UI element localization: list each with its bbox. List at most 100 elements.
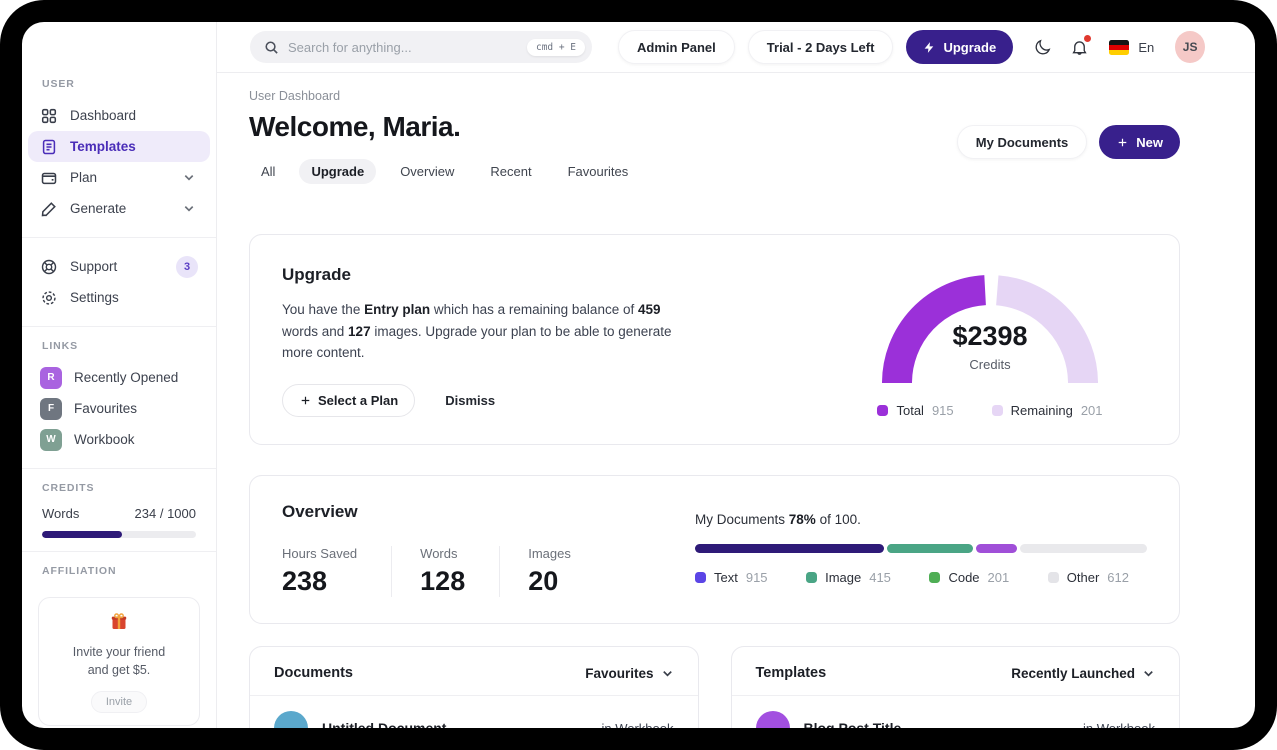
sidebar-item-label: Workbook — [74, 432, 135, 447]
page-content: User Dashboard Welcome, Maria. All Upgra… — [217, 73, 1255, 728]
chevron-down-icon — [184, 206, 194, 212]
bell-icon — [1072, 40, 1087, 55]
gauge-center-value: $2398 — [952, 321, 1028, 351]
document-row-title: Untitled Document — [322, 720, 447, 728]
notification-dot — [1083, 35, 1091, 42]
stacked-bar-segment — [887, 544, 973, 553]
sidebar-divider — [22, 326, 216, 327]
notifications-button[interactable] — [1070, 35, 1091, 58]
overview-card: Overview Hours Saved 238 Words 128 Image… — [249, 475, 1180, 624]
sidebar-item-plan[interactable]: Plan — [28, 162, 210, 193]
gauge-center-label: Credits — [969, 357, 1011, 372]
stacked-bar-title: My Documents 78% of 100. — [695, 512, 861, 527]
app-window: USER Dashboard Templates Plan Generate S… — [22, 22, 1255, 728]
template-row-title: Blog Post Title — [803, 720, 902, 728]
sidebar-item-label: Recently Opened — [74, 370, 179, 385]
overview-card-title: Overview — [282, 502, 358, 521]
breadcrumb: User Dashboard — [249, 89, 341, 103]
search-input[interactable]: Search for anything... cmd + E — [250, 31, 593, 63]
sidebar-item-label: Plan — [70, 170, 98, 185]
upgrade-card-title: Upgrade — [282, 265, 351, 284]
credits-label: Words — [42, 506, 80, 521]
tab-bar: All Upgrade Overview Recent Favourites — [249, 159, 640, 184]
templates-card-title: Templates — [755, 665, 827, 681]
documents-card-title: Documents — [274, 665, 353, 681]
sidebar-section-user: USER — [42, 78, 75, 90]
invite-button[interactable]: Invite — [90, 691, 148, 714]
link-badge: R — [40, 366, 62, 389]
upgrade-card: Upgrade You have the Entry plan which ha… — [249, 234, 1180, 445]
templates-card: Templates Recently Launched Blog Post Ti… — [730, 646, 1180, 728]
dismiss-button[interactable]: Dismiss — [445, 392, 496, 408]
sidebar-section-credits: CREDITS — [42, 482, 95, 494]
documents-filter-dropdown[interactable]: Favourites — [585, 666, 673, 681]
sidebar-item-dashboard[interactable]: Dashboard — [28, 100, 210, 131]
credits-progress-fill — [42, 531, 123, 538]
admin-panel-button[interactable]: Admin Panel — [618, 30, 735, 64]
sidebar-link-recently-opened[interactable]: R Recently Opened — [28, 362, 210, 393]
stacked-bar-segment — [695, 544, 885, 553]
german-flag-icon[interactable] — [1108, 39, 1130, 55]
plus-icon — [1118, 138, 1127, 146]
stat-words: Words 128 — [391, 546, 499, 597]
tab-recent[interactable]: Recent — [490, 164, 532, 179]
main-area: Search for anything... cmd + E Admin Pan… — [217, 22, 1255, 728]
my-documents-button[interactable]: My Documents — [956, 125, 1088, 159]
user-avatar[interactable]: JS — [1175, 31, 1205, 63]
tab-overview[interactable]: Overview — [400, 164, 455, 179]
sidebar-item-label: Templates — [70, 139, 136, 154]
sidebar-link-favourites[interactable]: F Favourites — [28, 393, 210, 424]
trial-badge[interactable]: Trial - 2 Days Left — [747, 30, 894, 64]
document-icon — [42, 139, 56, 154]
document-row-location: in Workbook — [601, 720, 674, 729]
link-badge: F — [40, 397, 62, 420]
sidebar-item-label: Generate — [70, 201, 127, 216]
plus-icon — [301, 396, 310, 405]
upgrade-button[interactable]: Upgrade — [906, 30, 1014, 64]
select-plan-button[interactable]: Select a Plan — [282, 383, 416, 417]
support-badge: 3 — [176, 255, 198, 278]
tab-upgrade[interactable]: Upgrade — [299, 159, 377, 184]
sidebar-link-workbook[interactable]: W Workbook — [28, 424, 210, 455]
upgrade-card-body: You have the Entry plan which has a rema… — [282, 302, 672, 361]
tab-all[interactable]: All — [261, 164, 276, 179]
search-shortcut: cmd + E — [526, 38, 586, 56]
bar-legend-image: Image 415 — [806, 570, 891, 585]
sidebar-item-templates[interactable]: Templates — [28, 131, 210, 162]
gauge-legend-remaining: Remaining 201 — [991, 403, 1103, 418]
gift-icon — [111, 613, 127, 629]
sidebar-section-affiliation: AFFILIATION — [42, 565, 117, 577]
sidebar-item-support[interactable]: Support 3 — [28, 251, 210, 282]
templates-filter-dropdown[interactable]: Recently Launched — [1011, 666, 1155, 681]
bar-legend-swatch — [929, 572, 941, 583]
link-badge: W — [40, 428, 62, 451]
pencil-icon — [41, 201, 56, 216]
search-icon — [265, 40, 278, 54]
sidebar: USER Dashboard Templates Plan Generate S… — [22, 22, 217, 728]
sidebar-item-generate[interactable]: Generate — [28, 193, 210, 224]
template-row[interactable]: Blog Post Title in Workbook — [732, 696, 1180, 728]
bar-legend-swatch — [806, 572, 818, 583]
topbar: Search for anything... cmd + E Admin Pan… — [217, 22, 1255, 73]
sidebar-section-links: LINKS — [42, 340, 78, 352]
bar-legend-other: Other 612 — [1047, 570, 1129, 585]
wallet-icon — [41, 172, 57, 184]
sidebar-item-settings[interactable]: Settings — [28, 282, 210, 313]
language-selector[interactable]: En — [1138, 39, 1155, 55]
dark-mode-toggle[interactable] — [1032, 36, 1052, 58]
page-title: Welcome, Maria. — [249, 111, 461, 142]
affiliation-card: Invite your friend and get $5. Invite — [38, 597, 200, 727]
bar-legend-text: Text 915 — [695, 570, 768, 585]
gauge-legend-swatch — [877, 405, 889, 416]
bar-legend-swatch — [1047, 572, 1059, 583]
chevron-down-icon — [1144, 670, 1153, 677]
tab-favourites[interactable]: Favourites — [567, 164, 629, 179]
gear-icon — [42, 290, 56, 305]
new-button[interactable]: New — [1099, 125, 1180, 159]
document-row[interactable]: Untitled Document in Workbook — [250, 696, 698, 728]
stat-hours-saved: Hours Saved 238 — [282, 546, 358, 596]
credits-progress-track — [42, 531, 196, 538]
sidebar-divider — [22, 237, 216, 238]
grid-icon — [41, 108, 57, 123]
bar-legend-code: Code 201 — [929, 570, 1009, 585]
